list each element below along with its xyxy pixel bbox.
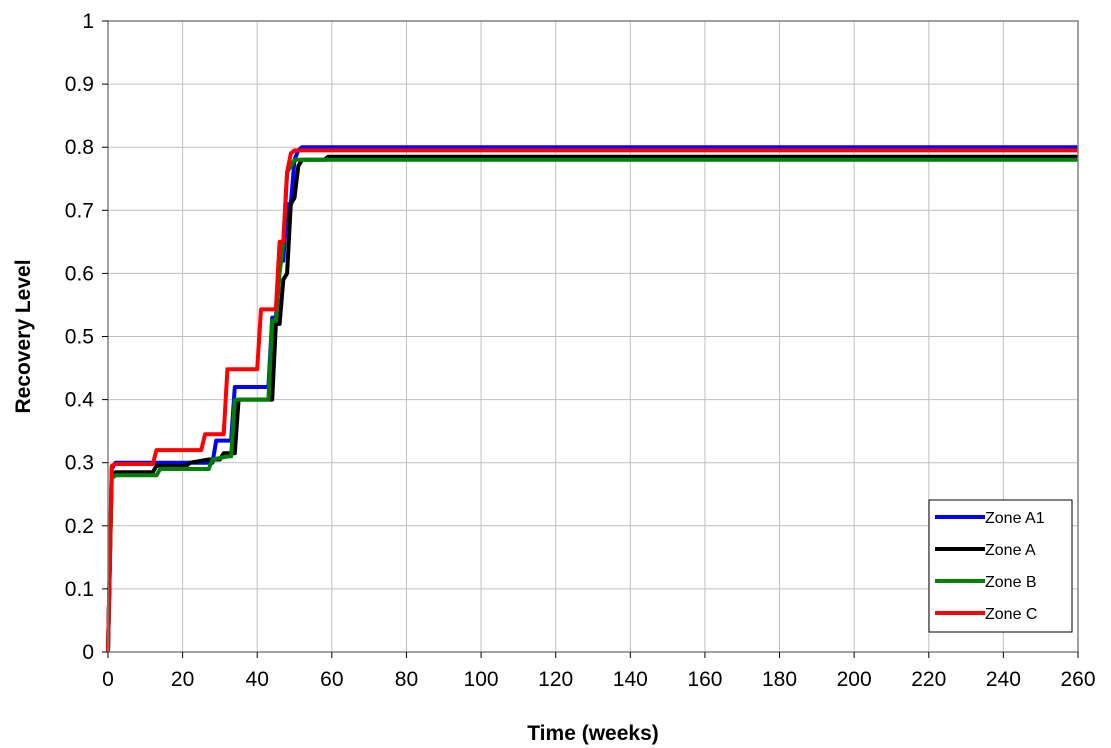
x-axis-title: Time (weeks) — [527, 722, 659, 745]
y-tick-label: 1 — [82, 10, 94, 33]
x-tick-label: 60 — [320, 668, 343, 691]
legend-label: Zone A1 — [985, 510, 1045, 527]
legend-box — [928, 499, 1073, 633]
x-tick-label: 80 — [395, 668, 418, 691]
x-axis-ticks: 0 20 40 60 80 100 120 140 160 180 200 220 240 260 — [102, 652, 1096, 691]
series-lines — [106, 145, 1078, 653]
series-line-zone-c — [106, 148, 1078, 653]
x-tick-label: 120 — [538, 668, 573, 691]
y-tick-label: 0.4 — [65, 389, 95, 412]
x-tick-label: 160 — [687, 668, 722, 691]
legend-label: Zone C — [985, 606, 1037, 623]
x-tick-label: 20 — [171, 668, 194, 691]
x-tick-label: 240 — [986, 668, 1021, 691]
y-tick-label: 0.6 — [65, 262, 94, 285]
y-tick-label: 0.9 — [65, 73, 94, 96]
x-tick-label: 180 — [762, 668, 797, 691]
y-tick-label: 0.8 — [65, 136, 94, 159]
y-axis-ticks: 0 0.1 0.2 0.3 0.4 0.5 0.6 0.7 0.8 0.9 1 — [65, 10, 108, 664]
y-tick-label: 0.2 — [65, 515, 94, 538]
x-tick-label: 0 — [102, 668, 114, 691]
x-tick-label: 220 — [911, 668, 946, 691]
y-tick-label: 0.7 — [65, 199, 94, 222]
x-tick-label: 40 — [246, 668, 269, 691]
x-tick-label: 100 — [464, 668, 499, 691]
legend-label: Zone A — [985, 542, 1036, 559]
y-tick-label: 0 — [82, 641, 94, 664]
x-tick-label: 200 — [837, 668, 872, 691]
y-tick-label: 0.1 — [65, 578, 94, 601]
y-axis-title: Recovery Level — [12, 259, 35, 413]
y-tick-label: 0.5 — [65, 326, 94, 349]
x-tick-label: 140 — [613, 668, 648, 691]
y-tick-label: 0.3 — [65, 452, 94, 475]
legend-label: Zone B — [985, 574, 1037, 591]
x-tick-label: 260 — [1060, 668, 1095, 691]
legend: Zone A1 Zone A Zone B Zone C — [928, 499, 1073, 633]
